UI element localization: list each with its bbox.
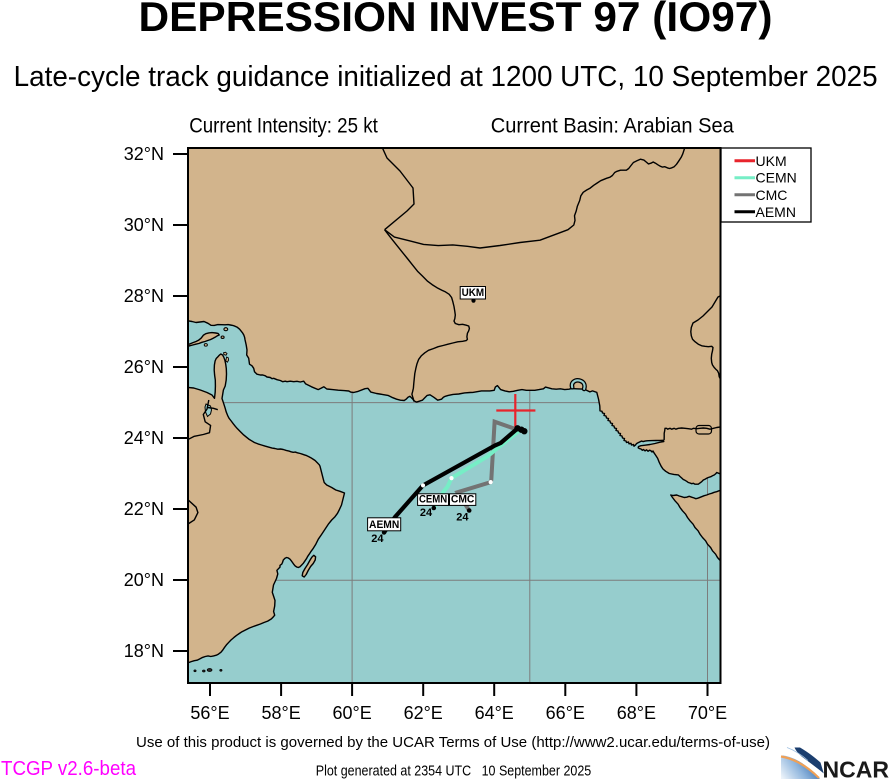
svg-text:26°N: 26°N [124, 357, 164, 377]
svg-text:Use of this product is governe: Use of this product is governed by the U… [136, 735, 770, 751]
svg-text:68°E: 68°E [617, 703, 656, 723]
svg-text:CEMN: CEMN [756, 170, 797, 186]
svg-text:TCGP v2.6-beta: TCGP v2.6-beta [1, 758, 137, 780]
svg-text:24: 24 [456, 512, 469, 524]
svg-text:62°E: 62°E [404, 703, 443, 723]
svg-text:24: 24 [420, 507, 433, 519]
svg-text:32°N: 32°N [124, 144, 164, 164]
svg-text:CMC: CMC [756, 187, 788, 203]
svg-text:AEMN: AEMN [756, 204, 796, 220]
svg-text:UKM: UKM [756, 153, 787, 169]
svg-text:66°E: 66°E [546, 703, 585, 723]
svg-text:Current Intensity: 25 kt: Current Intensity: 25 kt [189, 114, 378, 137]
svg-text:30°N: 30°N [124, 215, 164, 235]
svg-text:UKM: UKM [462, 287, 485, 299]
svg-text:60°E: 60°E [332, 703, 371, 723]
svg-text:CEMN: CEMN [419, 494, 447, 506]
svg-text:Current Basin: Arabian Sea: Current Basin: Arabian Sea [491, 114, 734, 137]
svg-text:64°E: 64°E [475, 703, 514, 723]
svg-text:24°N: 24°N [124, 428, 164, 448]
svg-text:CMC: CMC [451, 494, 475, 506]
svg-text:22°N: 22°N [124, 499, 164, 519]
svg-text:18°N: 18°N [124, 641, 164, 661]
svg-text:24: 24 [371, 533, 384, 545]
svg-text:DEPRESSION INVEST 97 (IO97): DEPRESSION INVEST 97 (IO97) [139, 0, 773, 40]
svg-text:28°N: 28°N [124, 286, 164, 306]
svg-text:NCAR: NCAR [823, 757, 889, 780]
svg-text:Late-cycle track guidance init: Late-cycle track guidance initialized at… [14, 61, 878, 93]
svg-text:70°E: 70°E [688, 703, 727, 723]
svg-text:AEMN: AEMN [369, 519, 399, 531]
svg-text:20°N: 20°N [124, 570, 164, 590]
svg-text:Plot generated at 2354 UTC 1: Plot generated at 2354 UTC 10 September … [316, 762, 592, 779]
svg-text:56°E: 56°E [190, 703, 229, 723]
svg-text:58°E: 58°E [261, 703, 300, 723]
